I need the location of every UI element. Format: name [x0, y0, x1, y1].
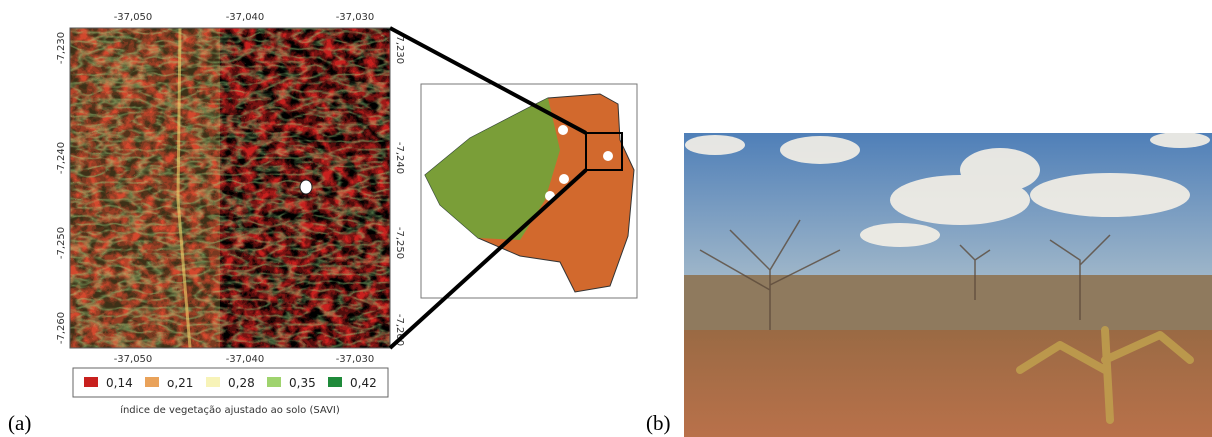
legend-label: 0,28 [228, 376, 255, 390]
legend-swatch [206, 377, 220, 387]
legend-label: 0,35 [289, 376, 316, 390]
legend-swatch [145, 377, 159, 387]
map-vegetation [70, 28, 390, 348]
photo [684, 132, 1212, 437]
savi-map [70, 28, 390, 348]
x-tick-label: -37,050 [114, 12, 153, 23]
y-tick-label: -7,240 [394, 142, 405, 174]
legend-swatch [328, 377, 342, 387]
x-tick-label: -37,030 [336, 12, 375, 23]
site-point [300, 180, 312, 194]
site-point [603, 151, 613, 161]
x-tick-label: -37,040 [226, 12, 265, 23]
y-tick-label: -7,250 [56, 227, 67, 259]
inset-map [390, 28, 637, 348]
y-tick-label: -7,240 [56, 142, 67, 174]
site-point [558, 125, 568, 135]
legend-label: o,21 [167, 376, 193, 390]
panel-label: (a) [8, 411, 31, 435]
legend-swatch [267, 377, 281, 387]
legend-label: 0,42 [350, 376, 377, 390]
scrub [684, 275, 1212, 335]
y-tick-label: -7,230 [56, 32, 67, 64]
caption: índice de vegetação ajustado ao solo (SA… [120, 404, 340, 416]
legend-swatch [84, 377, 98, 387]
x-tick-label: -37,050 [114, 354, 153, 365]
legend-label: 0,14 [106, 376, 133, 390]
y-tick-label: -7,250 [394, 227, 405, 259]
panel-label: (b) [646, 411, 671, 435]
x-tick-label: -37,040 [226, 354, 265, 365]
site-point [559, 174, 569, 184]
figure: -37,050 -37,040 -37,030 -37,050 -37,040 … [0, 0, 1212, 437]
x-tick-label: -37,030 [336, 354, 375, 365]
y-tick-label: -7,260 [56, 312, 67, 344]
